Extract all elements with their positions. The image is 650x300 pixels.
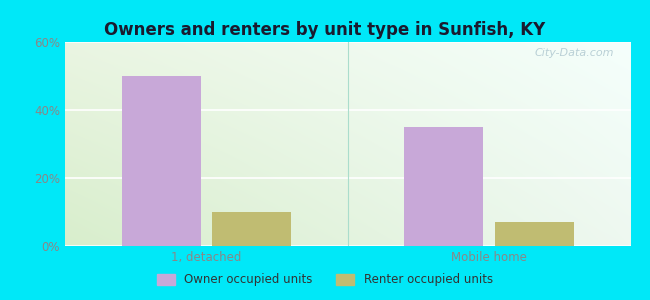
Bar — [495, 222, 574, 246]
Text: City-Data.com: City-Data.com — [534, 48, 614, 58]
Bar — [122, 76, 201, 246]
Bar — [404, 127, 484, 246]
Legend: Owner occupied units, Renter occupied units: Owner occupied units, Renter occupied un… — [153, 269, 497, 291]
Bar — [212, 212, 291, 246]
Text: Owners and renters by unit type in Sunfish, KY: Owners and renters by unit type in Sunfi… — [105, 21, 545, 39]
